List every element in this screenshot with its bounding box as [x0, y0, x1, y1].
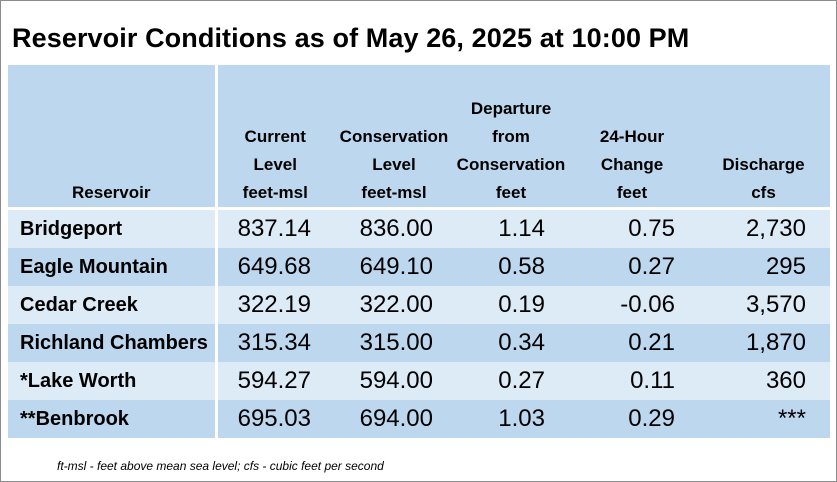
table-row: Bridgeport 837.14 836.00 1.14 0.75 2,730 — [8, 207, 830, 248]
change-value: 0.11 — [567, 362, 697, 400]
departure-value: 0.34 — [455, 324, 567, 362]
conservation-level-value: 322.00 — [333, 286, 455, 324]
footnote: ft-msl - feet above mean sea level; cfs … — [57, 459, 384, 473]
departure-value: 0.19 — [455, 286, 567, 324]
header-line: feet — [495, 183, 527, 202]
current-level-value: 315.34 — [216, 324, 333, 362]
table-header-row: Reservoir Current Level feet-msl Conservat… — [8, 65, 830, 209]
header-departure: Departure from Conservation feet — [455, 65, 567, 209]
header-line: Conservation — [456, 155, 566, 174]
change-value: 0.29 — [567, 400, 697, 438]
header-current-level: Current Level feet-msl — [216, 65, 333, 209]
header-line: cfs — [751, 183, 776, 202]
departure-value: 1.03 — [455, 400, 567, 438]
header-line: feet — [616, 183, 648, 202]
current-level-value: 837.14 — [216, 207, 333, 248]
header-line: from — [492, 127, 530, 146]
page-title: Reservoir Conditions as of May 26, 2025 … — [12, 23, 690, 53]
conservation-level-value: 694.00 — [333, 400, 455, 438]
header-line: Discharge — [722, 155, 805, 174]
departure-value: 1.14 — [455, 207, 567, 248]
header-line: Change — [600, 155, 664, 174]
reservoir-name: Bridgeport — [8, 207, 218, 248]
reservoir-table: Reservoir Current Level feet-msl Conservat… — [8, 65, 830, 438]
reservoir-name: Richland Chambers — [8, 324, 218, 362]
table-row: **Benbrook 695.03 694.00 1.03 0.29 *** — [8, 400, 830, 438]
discharge-value: 2,730 — [697, 207, 830, 248]
table-row: Cedar Creek 322.19 322.00 0.19 -0.06 3,5… — [8, 286, 830, 324]
change-value: -0.06 — [567, 286, 697, 324]
header-24hour-change: 24-Hour Change feet — [567, 65, 697, 209]
conservation-level-value: 649.10 — [333, 248, 455, 286]
header-line: Conservation — [339, 127, 449, 146]
conservation-level-value: 315.00 — [333, 324, 455, 362]
current-level-value: 594.27 — [216, 362, 333, 400]
header-line: feet-msl — [361, 183, 427, 202]
discharge-value: 295 — [697, 248, 830, 286]
header-line: Departure — [470, 99, 552, 118]
reservoir-name: Eagle Mountain — [8, 248, 218, 286]
header-line: Reservoir — [72, 183, 151, 202]
current-level-value: 322.19 — [216, 286, 333, 324]
table-row: Richland Chambers 315.34 315.00 0.34 0.2… — [8, 324, 830, 362]
change-value: 0.75 — [567, 207, 697, 248]
departure-value: 0.27 — [455, 362, 567, 400]
header-discharge: Discharge cfs — [697, 65, 830, 209]
header-line: Level — [372, 155, 416, 174]
change-value: 0.21 — [567, 324, 697, 362]
departure-value: 0.58 — [455, 248, 567, 286]
discharge-value: 360 — [697, 362, 830, 400]
reservoir-name: *Lake Worth — [8, 362, 218, 400]
header-conservation-level: Conservation Level feet-msl — [333, 65, 455, 209]
header-line: Level — [253, 155, 297, 174]
change-value: 0.27 — [567, 248, 697, 286]
header-reservoir: Reservoir — [8, 65, 218, 209]
discharge-value: 1,870 — [697, 324, 830, 362]
header-line: Current — [244, 127, 306, 146]
discharge-value: 3,570 — [697, 286, 830, 324]
header-line: feet-msl — [242, 183, 308, 202]
table-row: Eagle Mountain 649.68 649.10 0.58 0.27 2… — [8, 248, 830, 286]
current-level-value: 695.03 — [216, 400, 333, 438]
header-line: 24-Hour — [599, 127, 665, 146]
table-row: *Lake Worth 594.27 594.00 0.27 0.11 360 — [8, 362, 830, 400]
current-level-value: 649.68 — [216, 248, 333, 286]
conservation-level-value: 594.00 — [333, 362, 455, 400]
reservoir-name: **Benbrook — [8, 400, 218, 438]
reservoir-name: Cedar Creek — [8, 286, 218, 324]
discharge-value: *** — [697, 400, 830, 438]
conservation-level-value: 836.00 — [333, 207, 455, 248]
